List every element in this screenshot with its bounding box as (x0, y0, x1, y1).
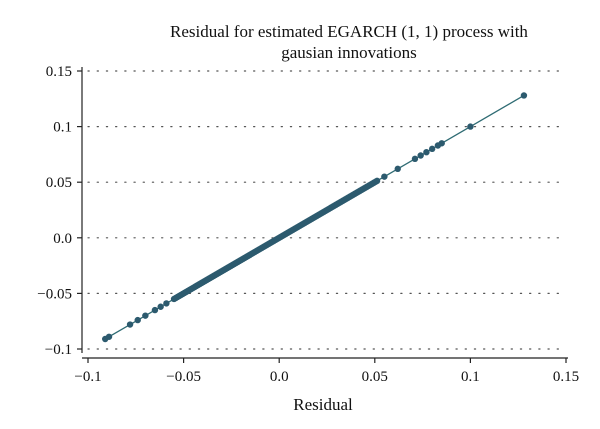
y-tick-label-2: 0.0 (53, 231, 72, 247)
axes (77, 67, 568, 363)
x-tick-label-4: 0.1 (461, 369, 480, 385)
data-point-126 (163, 300, 170, 307)
chart-title-line-2: gausian innovations (281, 43, 417, 62)
tick-labels: −0.1 −0.05 0.0 0.05 0.1 0.15 −0.1 −0.05 0.0 0.05 0… (37, 64, 579, 385)
data-point-129 (411, 155, 419, 163)
x-axis-label: Residual (293, 395, 353, 414)
data-point-134 (438, 140, 445, 147)
chart-title: Residual for estimated EGARCH (1, 1) pro… (170, 22, 528, 62)
y-tick-label-5: 0.15 (46, 64, 72, 80)
data-point-135 (467, 123, 474, 130)
data-point-120 (105, 333, 113, 340)
x-tick-label-0: −0.1 (74, 369, 101, 385)
data-point-127 (381, 173, 388, 180)
data-point-118 (373, 177, 381, 185)
y-tick-label-0: −0.1 (45, 342, 72, 358)
x-tick-label-5: 0.15 (553, 369, 579, 385)
series (102, 92, 528, 343)
data-point-125 (157, 303, 164, 310)
y-tick-label-4: 0.1 (53, 120, 72, 136)
data-point-131 (423, 148, 430, 156)
chart-title-line-1: Residual for estimated EGARCH (1, 1) pro… (170, 22, 528, 41)
data-point-123 (142, 312, 149, 319)
x-tick-label-1: −0.05 (166, 369, 201, 385)
data-point-124 (151, 306, 159, 314)
x-tick-label-2: 0.0 (270, 369, 289, 385)
data-point-122 (134, 316, 141, 324)
y-tick-label-3: 0.05 (46, 175, 72, 191)
data-point-130 (417, 152, 424, 159)
x-tick-label-3: 0.05 (362, 369, 388, 385)
data-point-136 (520, 92, 528, 99)
data-point-121 (126, 321, 134, 328)
grid-lines (87, 70, 567, 350)
data-point-128 (394, 165, 401, 173)
data-point-132 (428, 145, 436, 153)
y-tick-label-1: −0.05 (37, 286, 72, 302)
